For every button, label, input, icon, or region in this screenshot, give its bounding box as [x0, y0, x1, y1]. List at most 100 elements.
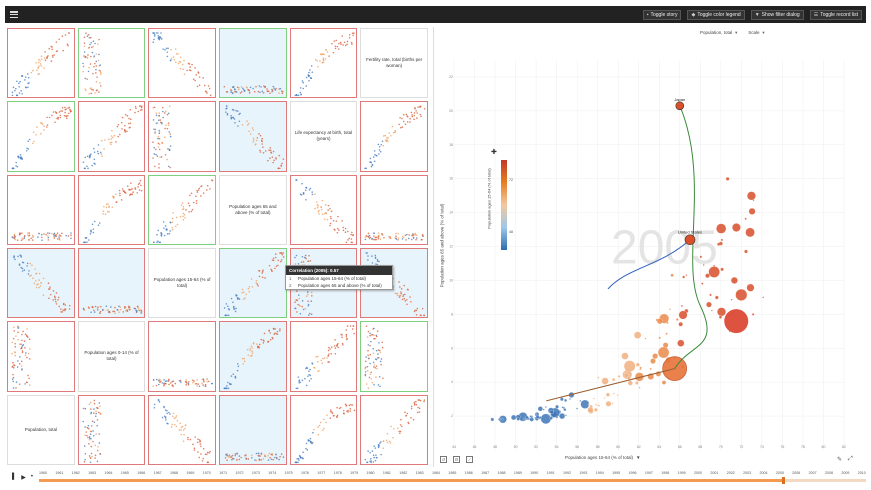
year-tick[interactable]: 1984 [432, 471, 440, 475]
splom-cell[interactable] [360, 101, 428, 172]
panel-divider[interactable] [433, 27, 434, 467]
year-tick[interactable]: 1981 [382, 471, 391, 475]
splom-cell[interactable] [289, 321, 358, 392]
year-tick[interactable]: 1972 [235, 471, 244, 475]
year-tick[interactable]: 1970 [202, 471, 211, 475]
x-axis-selector[interactable]: Population ages 15-64 (% of total) ▼ [565, 455, 641, 460]
year-tick[interactable]: 2010 [857, 471, 866, 475]
year-tick[interactable]: 1986 [464, 471, 473, 475]
splom-cell[interactable] [148, 101, 216, 172]
splom-cell[interactable] [219, 248, 287, 319]
bubble-chart[interactable]: 44 46 48 50 52 54 56 58 60 62 64 66 68 70 72 74 76 78 80 82… [436, 40, 864, 460]
splom-cell[interactable] [148, 394, 216, 465]
splom-variable-label[interactable]: Population ages 65 and above (% of total… [219, 174, 287, 245]
year-tick[interactable]: 1985 [448, 471, 457, 475]
year-tick[interactable]: 2003 [743, 471, 752, 475]
splom-cell[interactable] [289, 174, 358, 245]
expand-icon[interactable]: ⤢ [848, 456, 853, 462]
step-forward-icon[interactable]: • [30, 474, 33, 480]
year-tick[interactable]: 1963 [88, 471, 97, 475]
year-tick[interactable]: 2000 [694, 471, 702, 475]
splom-cell[interactable] [7, 101, 75, 172]
year-tick[interactable]: 1993 [579, 471, 588, 475]
splom-cell[interactable] [219, 28, 287, 99]
splom-cell[interactable] [148, 174, 216, 245]
year-tick[interactable]: 1961 [55, 471, 64, 475]
year-tick[interactable]: 1995 [612, 471, 621, 475]
year-tick[interactable]: 1978 [333, 471, 342, 475]
year-tick[interactable]: 2007 [808, 471, 817, 475]
splom-cell[interactable] [219, 101, 287, 172]
splom-variable-label[interactable]: Population ages 15-64 (% of total) [148, 248, 216, 319]
paint-icon[interactable]: ✎ [837, 457, 843, 463]
splom-cell[interactable] [289, 394, 358, 465]
year-tick[interactable]: 1979 [350, 471, 359, 475]
splom-variable-label[interactable]: Life expectancy at birth, total (years) [289, 101, 358, 172]
splom-cell[interactable] [219, 394, 287, 465]
year-tick[interactable]: 1971 [219, 471, 228, 475]
year-tick[interactable]: 2005 [775, 471, 784, 475]
year-tick[interactable]: 1977 [317, 471, 326, 475]
year-tick[interactable]: 2002 [726, 471, 735, 475]
play-icon[interactable]: ▶ [21, 474, 26, 481]
year-tick[interactable]: 1999 [677, 471, 686, 475]
splom-cell[interactable] [77, 101, 146, 172]
splom-variable-label[interactable]: Population, total [7, 394, 75, 465]
year-tick[interactable]: 1994 [595, 471, 604, 475]
year-tick[interactable]: 2008 [825, 471, 833, 475]
year-tick[interactable]: 1966 [137, 471, 146, 475]
year-tick[interactable]: 1997 [644, 471, 653, 475]
year-tick[interactable]: 1964 [104, 471, 113, 475]
year-tick[interactable]: 1998 [661, 471, 670, 475]
year-tick[interactable]: 1988 [497, 471, 506, 475]
menu-icon[interactable] [9, 10, 19, 19]
year-tick[interactable]: 1983 [415, 471, 424, 475]
scale-select[interactable]: Scale ▼ [748, 30, 766, 35]
size-select[interactable]: Population, total ▼ [700, 30, 739, 35]
splom-variable-label[interactable]: Population ages 0-14 (% of total) [77, 321, 146, 392]
slider-handle[interactable] [782, 477, 786, 484]
year-tick[interactable]: 1960 [39, 471, 47, 475]
splom-cell[interactable] [7, 174, 75, 245]
year-tick[interactable]: 1969 [186, 471, 195, 475]
splom-cell[interactable] [289, 28, 358, 99]
splom-cell[interactable] [77, 248, 146, 319]
toggle-record-list-button[interactable]: ☰ Toggle record list [809, 9, 862, 20]
year-tick[interactable]: 1980 [366, 471, 375, 475]
sidebar-toggle-icon[interactable]: ▌ [12, 474, 17, 480]
reset-icon[interactable]: ↺ [440, 456, 447, 463]
show-filter-dialog-button[interactable]: ▼ Show filter dialog [750, 9, 804, 20]
splom-cell[interactable] [148, 321, 216, 392]
zoom-icon[interactable]: ⊡ [453, 456, 460, 463]
splom-cell[interactable] [77, 394, 146, 465]
splom-variable-label[interactable]: Fertility rate, total (births per woman) [360, 28, 428, 99]
plus-icon[interactable]: ✚ [491, 149, 497, 156]
splom-cell[interactable] [7, 248, 75, 319]
year-tick[interactable]: 1982 [399, 471, 408, 475]
splom-cell[interactable] [7, 321, 75, 392]
y-axis-label[interactable]: Population ages 65 and above (% of total… [439, 203, 445, 287]
splom-cell[interactable] [77, 28, 146, 99]
year-tick[interactable]: 2001 [710, 471, 719, 475]
splom-cell[interactable] [360, 174, 428, 245]
splom-cell[interactable] [360, 394, 428, 465]
slider-track[interactable] [39, 477, 866, 484]
year-tick[interactable]: 1996 [628, 471, 637, 475]
year-tick[interactable]: 2009 [841, 471, 850, 475]
year-tick[interactable]: 1992 [563, 471, 571, 475]
year-tick[interactable]: 1965 [120, 471, 129, 475]
toggle-color-legend-button[interactable]: ◆ Toggle color legend [687, 9, 745, 20]
year-tick[interactable]: 1962 [71, 471, 80, 475]
year-tick[interactable]: 1967 [153, 471, 162, 475]
bubble-chart-svg[interactable]: 44 46 48 50 52 54 56 58 60 62 64 66 68 70 72 74 76 78 80 82… [436, 40, 864, 460]
trail-icon[interactable]: ⟋ [466, 456, 473, 463]
year-tick[interactable]: 2004 [759, 471, 768, 475]
splom-cell[interactable] [148, 28, 216, 99]
year-tick[interactable]: 1987 [481, 471, 490, 475]
year-slider[interactable]: 1960 1961 1962 1963 1964 1965 1966 1967 1968 1969… [39, 470, 866, 484]
splom-cell[interactable] [77, 174, 146, 245]
toggle-story-button[interactable]: ▪ Toggle story [642, 9, 682, 20]
highlighted-bubble[interactable] [675, 101, 685, 111]
year-tick[interactable]: 1976 [301, 471, 309, 475]
splom-cell[interactable] [7, 28, 75, 99]
